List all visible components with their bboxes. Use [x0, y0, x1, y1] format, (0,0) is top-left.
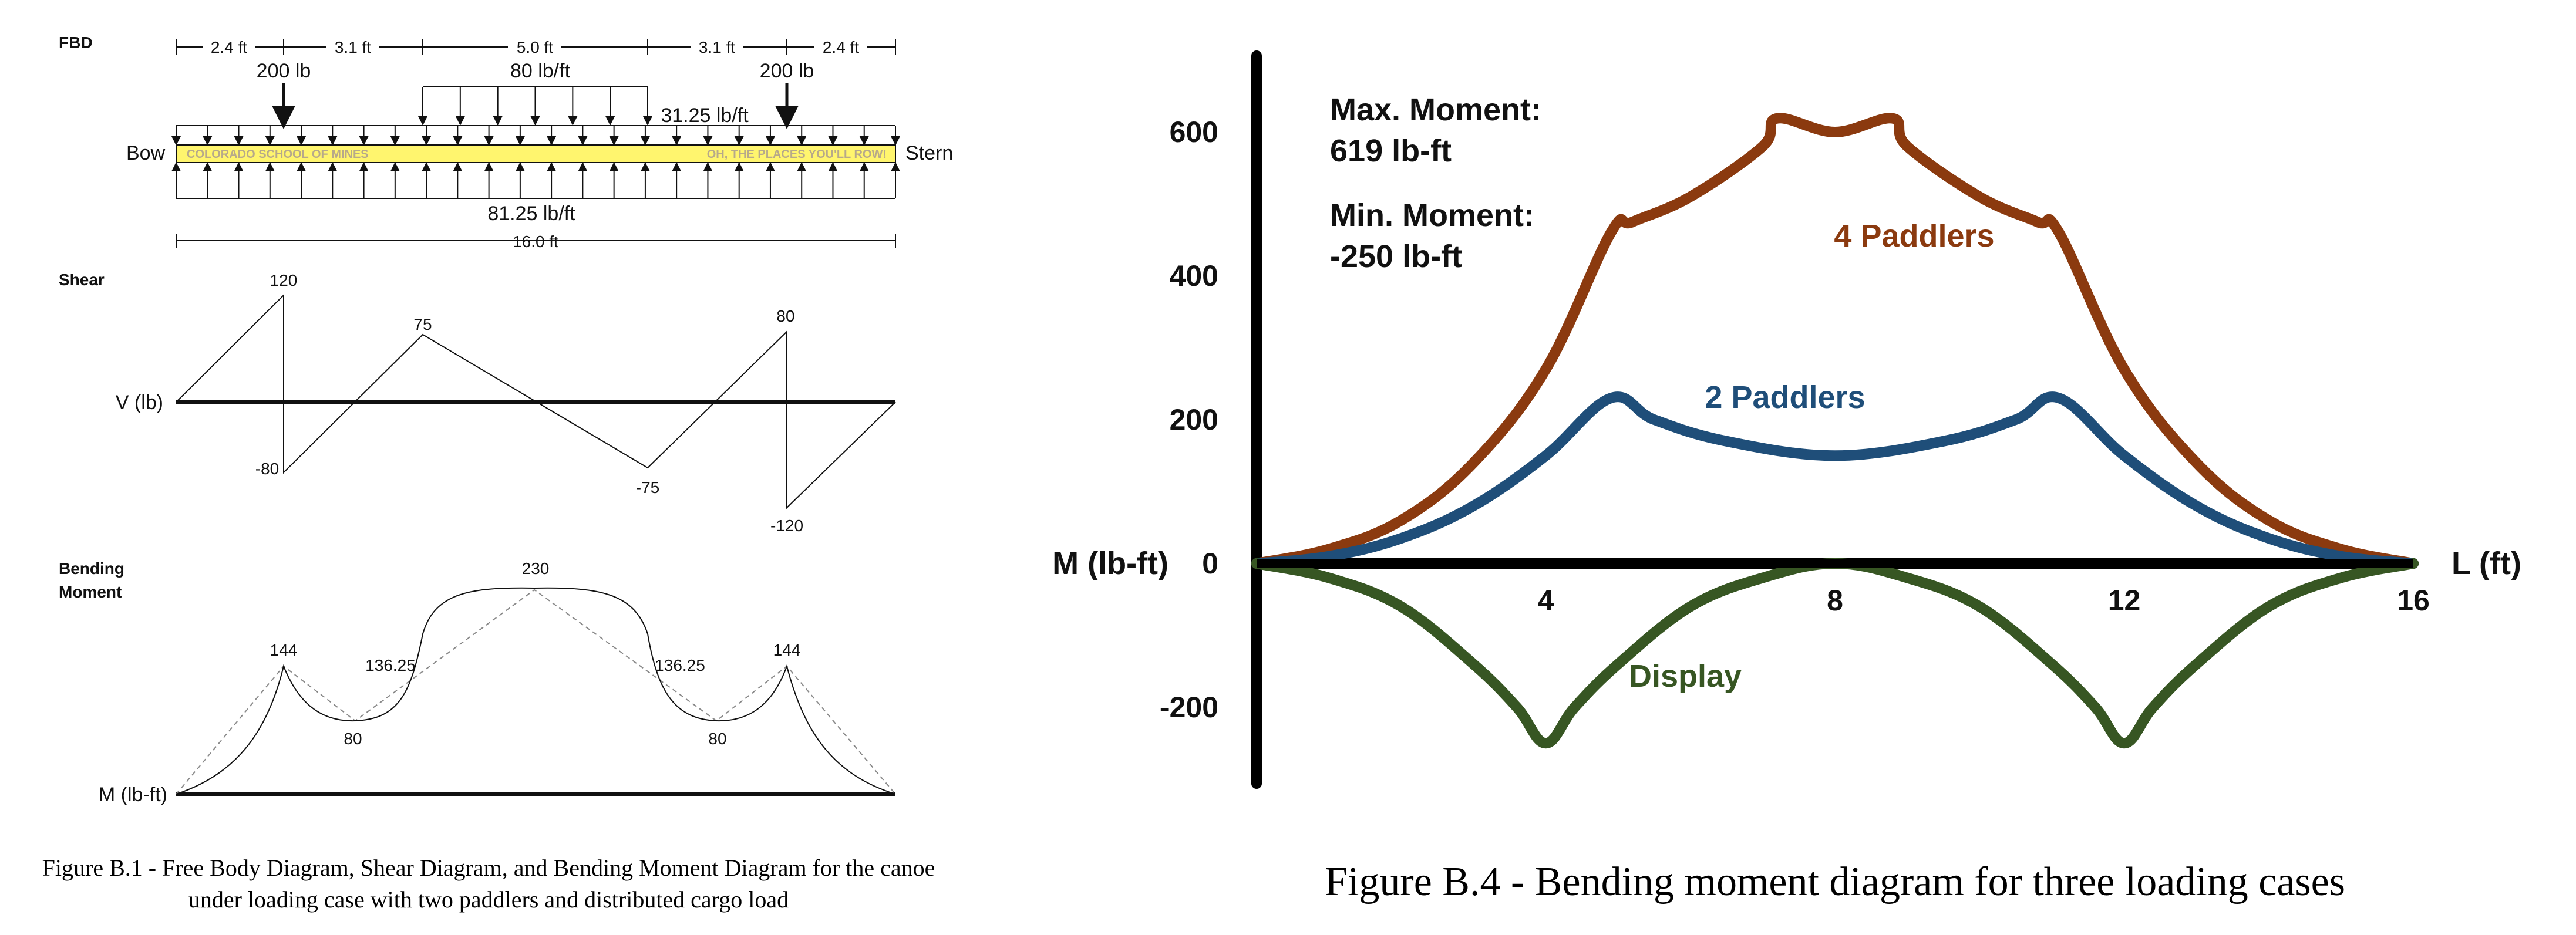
y-tick-labels: 600 400 200 0 -200: [1160, 116, 1218, 724]
point-load-left-label: 200 lb: [257, 60, 311, 82]
series-label: 2 Paddlers: [1705, 380, 1865, 415]
shear-axis-label: V (lb): [116, 391, 163, 414]
moment-chart: M (lb-ft) L (ft) 600 400 200 0 -200 4 8 12 16 4…: [1052, 50, 2521, 789]
shear-label: Shear: [59, 271, 105, 289]
moment-value: 144: [270, 641, 298, 659]
shear-value: -120: [770, 517, 803, 535]
point-load-right-label: 200 lb: [760, 60, 814, 82]
shear-value: 75: [413, 315, 432, 333]
y-tick-label: -200: [1160, 691, 1218, 724]
caption-right: Figure B.4 - Bending moment diagram for …: [1325, 859, 2345, 904]
dimension-ticks: [176, 39, 896, 55]
x-tick-label: 8: [1827, 584, 1843, 617]
y-tick-label: 400: [1170, 259, 1218, 292]
series-line-2-paddlers: [1251, 391, 2419, 569]
x-tick-labels: 4 8 12 16: [1538, 584, 2430, 617]
moment-value: 136.25: [655, 656, 705, 674]
fbd-panel: FBD 2.4 ft 3.1 ft 5.0 ft 3.1 ft 2.4 ft 2…: [59, 33, 953, 251]
stern-label: Stern: [905, 142, 953, 164]
x-tick-label: 16: [2397, 584, 2430, 617]
canoe-right-text: OH, THE PLACES YOU'LL ROW!: [707, 148, 887, 161]
y-tick-label: 200: [1170, 403, 1218, 436]
moment-panel: Bending Moment M (lb-ft) 144 136.25 80 2…: [59, 559, 896, 806]
x-tick-label: 4: [1538, 584, 1554, 617]
series-label: Display: [1629, 659, 1742, 694]
dim-label: 5.0 ft: [517, 38, 553, 56]
dim-label: 2.4 ft: [211, 38, 247, 56]
shear-value: 120: [270, 271, 298, 289]
moment-value: 80: [344, 730, 362, 748]
dist-load-top-arrows: [418, 87, 652, 126]
canoe-left-text: COLORADO SCHOOL OF MINES: [187, 148, 369, 161]
y-tick-label: 0: [1202, 547, 1218, 580]
shear-value: 80: [776, 307, 794, 325]
caption-left-line2: under loading case with two paddlers and…: [188, 886, 789, 913]
min-moment-label: Min. Moment:: [1330, 198, 1534, 233]
x-tick-label: 12: [2108, 584, 2141, 617]
moment-curve: [176, 587, 896, 795]
shear-value: -80: [255, 460, 279, 478]
caption-left-line1: Figure B.1 - Free Body Diagram, Shear Di…: [42, 855, 935, 881]
max-moment-value: 619 lb-ft: [1330, 133, 1452, 168]
dist-load-uniform-label: 31.25 lb/ft: [661, 104, 749, 127]
x-axis-label: L (ft): [2452, 546, 2521, 581]
shear-value: -75: [636, 478, 659, 497]
series-labels: 4 Paddlers 2 Paddlers Display: [1629, 218, 1995, 694]
dim-label: 3.1 ft: [335, 38, 371, 56]
y-axis-label: M (lb-ft): [1052, 546, 1169, 581]
moment-value: 136.25: [365, 656, 416, 674]
series-label: 4 Paddlers: [1834, 218, 1994, 254]
buoyancy-arrows: [171, 162, 900, 198]
dim-label: 2.4 ft: [823, 38, 859, 56]
min-moment-value: -250 lb-ft: [1330, 239, 1462, 274]
moment-axis-label: M (lb-ft): [99, 784, 167, 806]
moment-value: 80: [708, 730, 726, 748]
total-length-label: 16.0 ft: [513, 232, 558, 251]
series-lines: [1251, 113, 2419, 749]
max-moment-label: Max. Moment:: [1330, 92, 1541, 127]
dist-load-top-label: 80 lb/ft: [510, 60, 571, 82]
moment-dashed-line: [176, 589, 896, 795]
moment-label-line2: Moment: [59, 583, 122, 601]
buoyancy-label: 81.25 lb/ft: [487, 202, 575, 225]
shear-panel: Shear V (lb) 120 -80 75 -75 80 -120: [59, 271, 896, 535]
canoe-body: [176, 144, 896, 163]
moment-value: 144: [773, 641, 801, 659]
shear-line: [176, 293, 896, 509]
uniform-load-arrows: [171, 126, 900, 146]
series-line-4-paddlers: [1251, 113, 2419, 569]
y-tick-label: 600: [1170, 116, 1218, 148]
dim-label: 3.1 ft: [699, 38, 735, 56]
fbd-label: FBD: [59, 33, 93, 52]
dimension-labels: 2.4 ft 3.1 ft 5.0 ft 3.1 ft 2.4 ft: [203, 38, 867, 56]
bow-label: Bow: [126, 142, 166, 164]
moment-label-line1: Bending: [59, 559, 124, 578]
moment-value: 230: [522, 559, 550, 578]
